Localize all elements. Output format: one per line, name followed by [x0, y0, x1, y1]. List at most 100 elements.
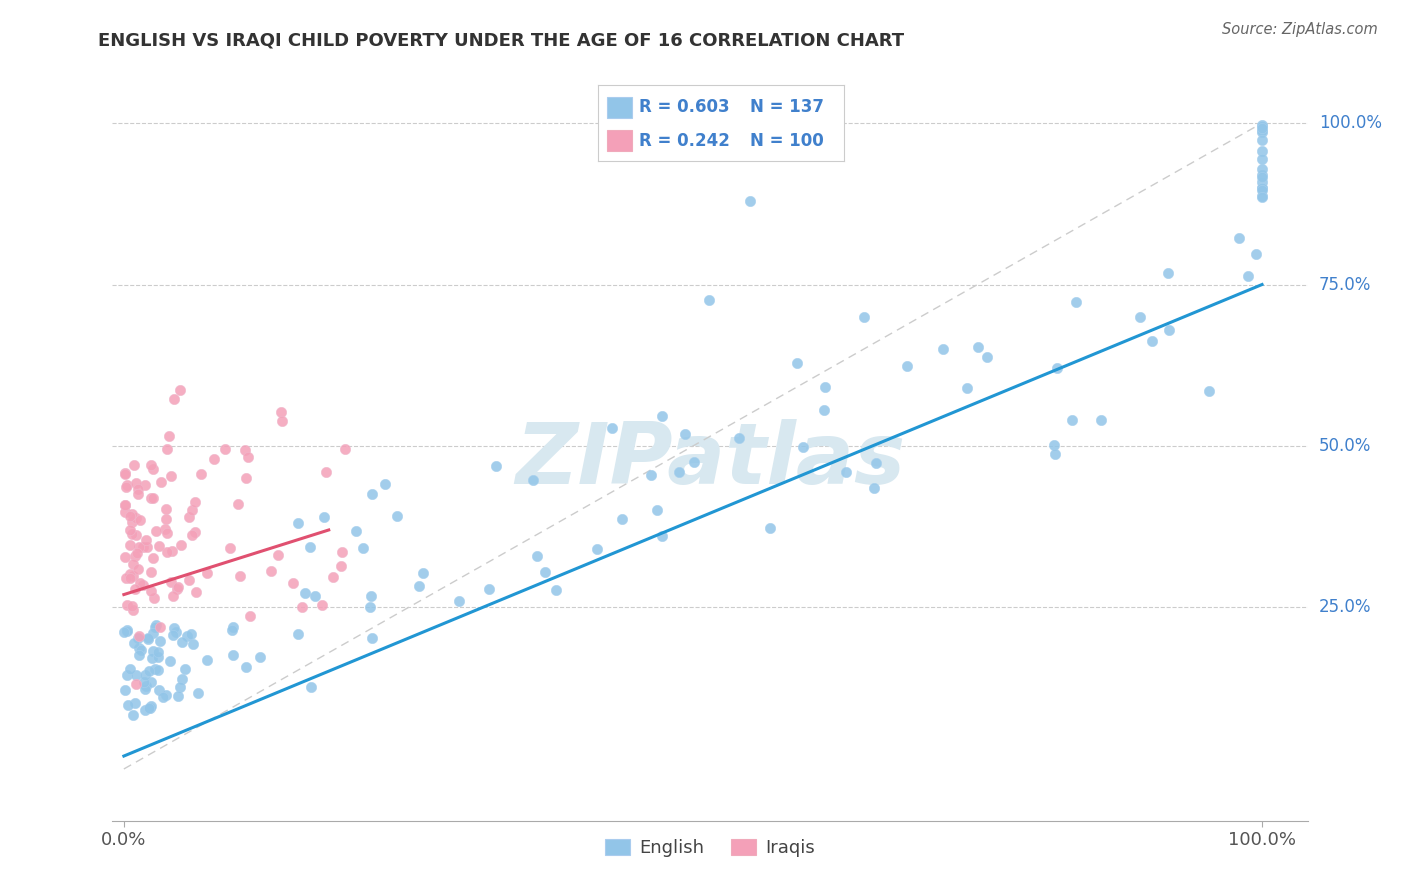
Point [115, 478, 138, 492]
Point [122, 458, 145, 472]
Point [359, 600, 381, 615]
Point [128, 575, 150, 590]
Bar [607, 97, 633, 118]
Point [352, 541, 374, 556]
Point [114, 467, 136, 481]
Point [235, 471, 257, 485]
Bar [607, 130, 633, 152]
Point [190, 467, 212, 482]
Point [610, 512, 633, 526]
Text: 25.0%: 25.0% [1319, 599, 1371, 616]
Point [155, 442, 177, 457]
Point [1064, 294, 1087, 309]
Point [162, 589, 184, 603]
Point [176, 629, 198, 643]
Point [122, 557, 145, 571]
Point [1251, 181, 1274, 195]
Point [145, 662, 167, 676]
Point [120, 538, 142, 552]
Point [156, 545, 179, 559]
Text: Source: ZipAtlas.com: Source: ZipAtlas.com [1222, 22, 1378, 37]
Point [222, 620, 245, 634]
Point [157, 429, 180, 443]
Point [1251, 133, 1274, 147]
Point [218, 541, 240, 556]
Point [294, 586, 316, 600]
Point [169, 680, 191, 694]
Point [727, 431, 749, 445]
Point [281, 576, 304, 591]
Point [125, 511, 148, 525]
Point [170, 538, 193, 552]
Point [166, 582, 188, 597]
Point [141, 699, 163, 714]
Point [214, 442, 236, 457]
Point [138, 701, 160, 715]
Point [792, 440, 814, 454]
Point [131, 578, 153, 592]
Point [149, 634, 172, 648]
Point [136, 540, 159, 554]
Point [121, 603, 143, 617]
Point [522, 473, 544, 487]
Point [134, 478, 156, 492]
Point [239, 608, 262, 623]
Point [149, 620, 172, 634]
Point [1062, 413, 1084, 427]
Point [136, 631, 159, 645]
Point [125, 667, 148, 681]
Point [222, 648, 245, 662]
Point [125, 677, 148, 691]
Point [287, 516, 309, 530]
Point [132, 541, 155, 555]
Point [136, 632, 159, 646]
Point [195, 653, 218, 667]
Point [1251, 168, 1274, 182]
Point [287, 627, 309, 641]
Point [160, 469, 183, 483]
Point [117, 624, 139, 639]
Point [177, 509, 200, 524]
Point [260, 564, 283, 578]
Point [235, 660, 257, 674]
Point [139, 565, 162, 579]
Point [177, 573, 200, 587]
Point [115, 668, 138, 682]
Point [114, 498, 136, 512]
Point [132, 674, 155, 689]
Point [135, 533, 157, 547]
Point [148, 539, 170, 553]
Point [238, 450, 260, 464]
Point [333, 442, 356, 457]
Point [134, 703, 156, 717]
Point [162, 628, 184, 642]
Point [1227, 231, 1250, 245]
Point [184, 525, 207, 540]
Point [138, 664, 160, 678]
Point [1251, 175, 1274, 189]
Point [170, 634, 193, 648]
Point [146, 663, 169, 677]
Point [449, 594, 471, 608]
Point [149, 475, 172, 489]
Point [484, 458, 506, 473]
Point [129, 642, 152, 657]
Text: ENGLISH VS IRAQI CHILD POVERTY UNDER THE AGE OF 16 CORRELATION CHART: ENGLISH VS IRAQI CHILD POVERTY UNDER THE… [98, 31, 904, 49]
Point [1251, 162, 1274, 177]
Point [125, 528, 148, 542]
Point [145, 617, 167, 632]
Text: R = 0.242: R = 0.242 [640, 132, 730, 150]
Point [1043, 447, 1066, 461]
Point [121, 515, 143, 529]
Point [143, 620, 166, 634]
Point [813, 403, 835, 417]
Point [124, 696, 146, 710]
Point [120, 523, 142, 537]
Text: N = 137: N = 137 [751, 98, 824, 117]
Point [167, 689, 190, 703]
Point [862, 482, 884, 496]
Point [1043, 438, 1066, 452]
Point [141, 674, 163, 689]
Point [156, 526, 179, 541]
Point [682, 455, 704, 469]
